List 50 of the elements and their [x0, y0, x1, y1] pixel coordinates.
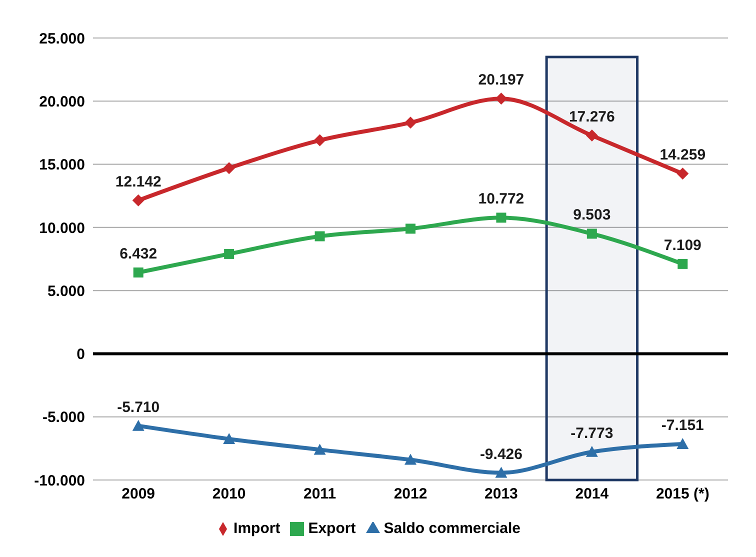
x-tick-label: 2011	[304, 486, 336, 503]
point	[132, 194, 144, 206]
x-tick-label: 2012	[394, 486, 428, 503]
point	[314, 231, 325, 242]
point	[223, 162, 236, 174]
data-label: -7.151	[661, 417, 704, 434]
data-label: 9.503	[573, 206, 611, 224]
data-label: 14.259	[660, 146, 706, 164]
y-tick-label: 10.000	[39, 220, 85, 237]
x-tick-label: 2015 (*)	[656, 486, 710, 503]
point	[314, 134, 326, 146]
point	[495, 466, 508, 478]
data-label: -7.773	[570, 424, 614, 442]
point	[586, 228, 597, 239]
data-label: 7.109	[664, 236, 702, 254]
x-tick-label: 2010	[212, 486, 246, 503]
y-tick-label: 0	[76, 346, 85, 364]
point	[133, 267, 144, 278]
data-label: 12.142	[115, 173, 162, 190]
point	[132, 420, 144, 431]
data-label: 20.197	[478, 72, 524, 89]
point	[404, 116, 416, 129]
x-tick-label: 2009	[122, 486, 156, 503]
y-tick-label: -10.000	[34, 472, 85, 490]
data-label: 10.772	[478, 190, 524, 208]
y-tick-label: 20.000	[39, 93, 85, 110]
legend-label: Import	[234, 520, 280, 537]
x-tick-label: 2013	[484, 486, 518, 503]
point	[678, 258, 688, 269]
y-tick-label: -5.000	[42, 409, 85, 426]
data-label: -9.426	[480, 446, 522, 463]
data-label: 17.276	[568, 108, 615, 126]
point	[586, 130, 598, 142]
legend-label: Saldo commerciale	[384, 520, 520, 537]
point	[406, 224, 416, 234]
data-label: -5.710	[117, 398, 160, 416]
point	[223, 432, 236, 444]
y-tick-label: 15.000	[39, 156, 85, 174]
point	[676, 438, 689, 450]
point	[496, 212, 506, 223]
data-label: 6.432	[120, 245, 158, 262]
x-tick-label: 2014	[575, 486, 610, 503]
point	[586, 446, 598, 457]
point	[314, 444, 326, 455]
point	[404, 454, 416, 465]
point	[224, 248, 234, 259]
y-tick-label: 25.000	[39, 30, 85, 48]
point	[676, 168, 689, 180]
legend-label: Export	[308, 520, 356, 537]
y-tick-label: 5.000	[47, 282, 85, 300]
